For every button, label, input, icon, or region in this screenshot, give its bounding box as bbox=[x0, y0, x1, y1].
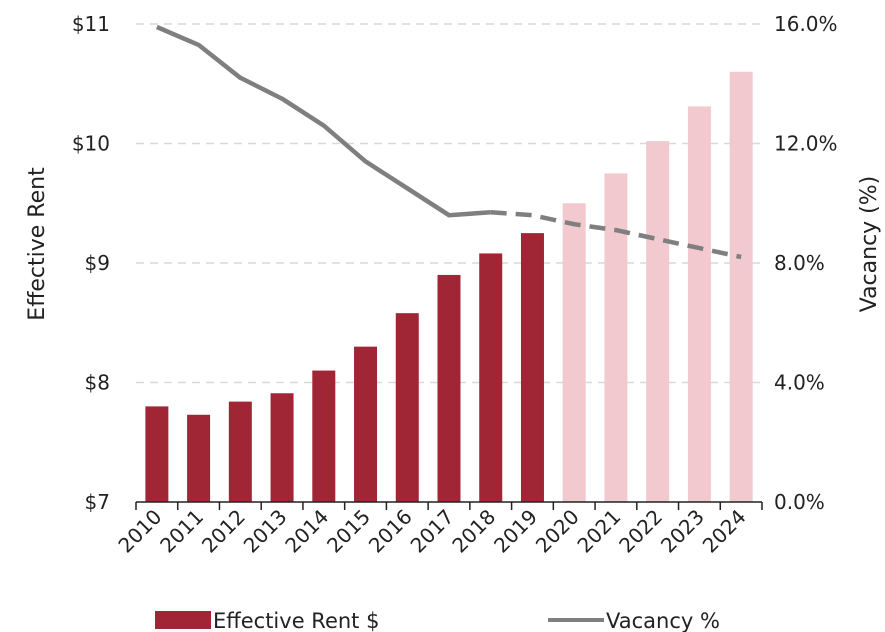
bar-2017 bbox=[438, 275, 461, 502]
bar-2018 bbox=[479, 253, 502, 502]
x-tick-label: 2012 bbox=[197, 505, 250, 558]
bar-2016 bbox=[396, 313, 419, 502]
bar-2024 bbox=[730, 72, 753, 502]
bar-2011 bbox=[187, 415, 210, 502]
bar-2022 bbox=[646, 141, 669, 502]
legend-label-rent: Effective Rent $ bbox=[213, 609, 379, 632]
x-tick-label: 2019 bbox=[489, 505, 542, 558]
bar-2019 bbox=[521, 233, 544, 502]
y2-tick-label: 4.0% bbox=[774, 371, 825, 395]
y-tick-label: $10 bbox=[72, 132, 110, 156]
x-tick-label: 2016 bbox=[364, 505, 417, 558]
legend-swatch-rent bbox=[155, 611, 211, 629]
x-tick-label: 2011 bbox=[155, 505, 208, 558]
bar-2013 bbox=[271, 393, 294, 502]
x-tick-label: 2022 bbox=[614, 505, 667, 558]
legend: Effective Rent $ Vacancy % bbox=[155, 609, 720, 632]
x-tick-label: 2010 bbox=[113, 505, 166, 558]
x-tick-label: 2020 bbox=[531, 505, 584, 558]
x-axis-ticks: 2010201120122013201420152016201720182019… bbox=[113, 505, 750, 558]
bar-2014 bbox=[312, 371, 335, 502]
y2-tick-label: 12.0% bbox=[774, 132, 838, 156]
y-tick-label: $9 bbox=[85, 251, 110, 275]
right-axis-ticks: 0.0% 4.0% 8.0% 12.0% 16.0% bbox=[774, 12, 838, 514]
bar-2010 bbox=[145, 406, 168, 502]
bar-2015 bbox=[354, 347, 377, 502]
y2-tick-label: 8.0% bbox=[774, 251, 825, 275]
y2-axis-title: Vacancy (%) bbox=[857, 176, 882, 313]
y-axis-title: Effective Rent bbox=[25, 167, 50, 321]
bar-2021 bbox=[604, 173, 627, 502]
legend-label-vacancy: Vacancy % bbox=[606, 609, 720, 632]
y2-tick-label: 16.0% bbox=[774, 12, 838, 36]
vacancy-line-actual bbox=[157, 27, 491, 215]
bar-2012 bbox=[229, 402, 252, 502]
bars bbox=[145, 72, 752, 502]
x-tick-label: 2015 bbox=[322, 505, 375, 558]
y2-tick-label: 0.0% bbox=[774, 490, 825, 514]
x-tick-label: 2014 bbox=[280, 505, 333, 558]
left-axis-ticks: $7 $8 $9 $10 $11 bbox=[72, 12, 110, 514]
x-tick-label: 2021 bbox=[573, 505, 626, 558]
x-tick-label: 2018 bbox=[447, 505, 500, 558]
bar-2023 bbox=[688, 106, 711, 502]
bar-2020 bbox=[563, 203, 586, 502]
x-tick-label: 2024 bbox=[698, 505, 751, 558]
x-tick-label: 2023 bbox=[656, 505, 709, 558]
y-tick-label: $8 bbox=[85, 371, 110, 395]
y-tick-label: $11 bbox=[72, 12, 110, 36]
x-tick-label: 2017 bbox=[406, 505, 459, 558]
x-tick-label: 2013 bbox=[239, 505, 292, 558]
y-tick-label: $7 bbox=[85, 490, 110, 514]
